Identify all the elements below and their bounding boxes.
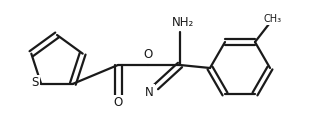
Text: S: S	[32, 76, 39, 89]
Text: NH₂: NH₂	[172, 16, 194, 28]
Text: CH₃: CH₃	[264, 14, 282, 24]
Text: N: N	[145, 85, 154, 99]
Text: O: O	[113, 97, 123, 109]
Text: O: O	[144, 48, 153, 62]
